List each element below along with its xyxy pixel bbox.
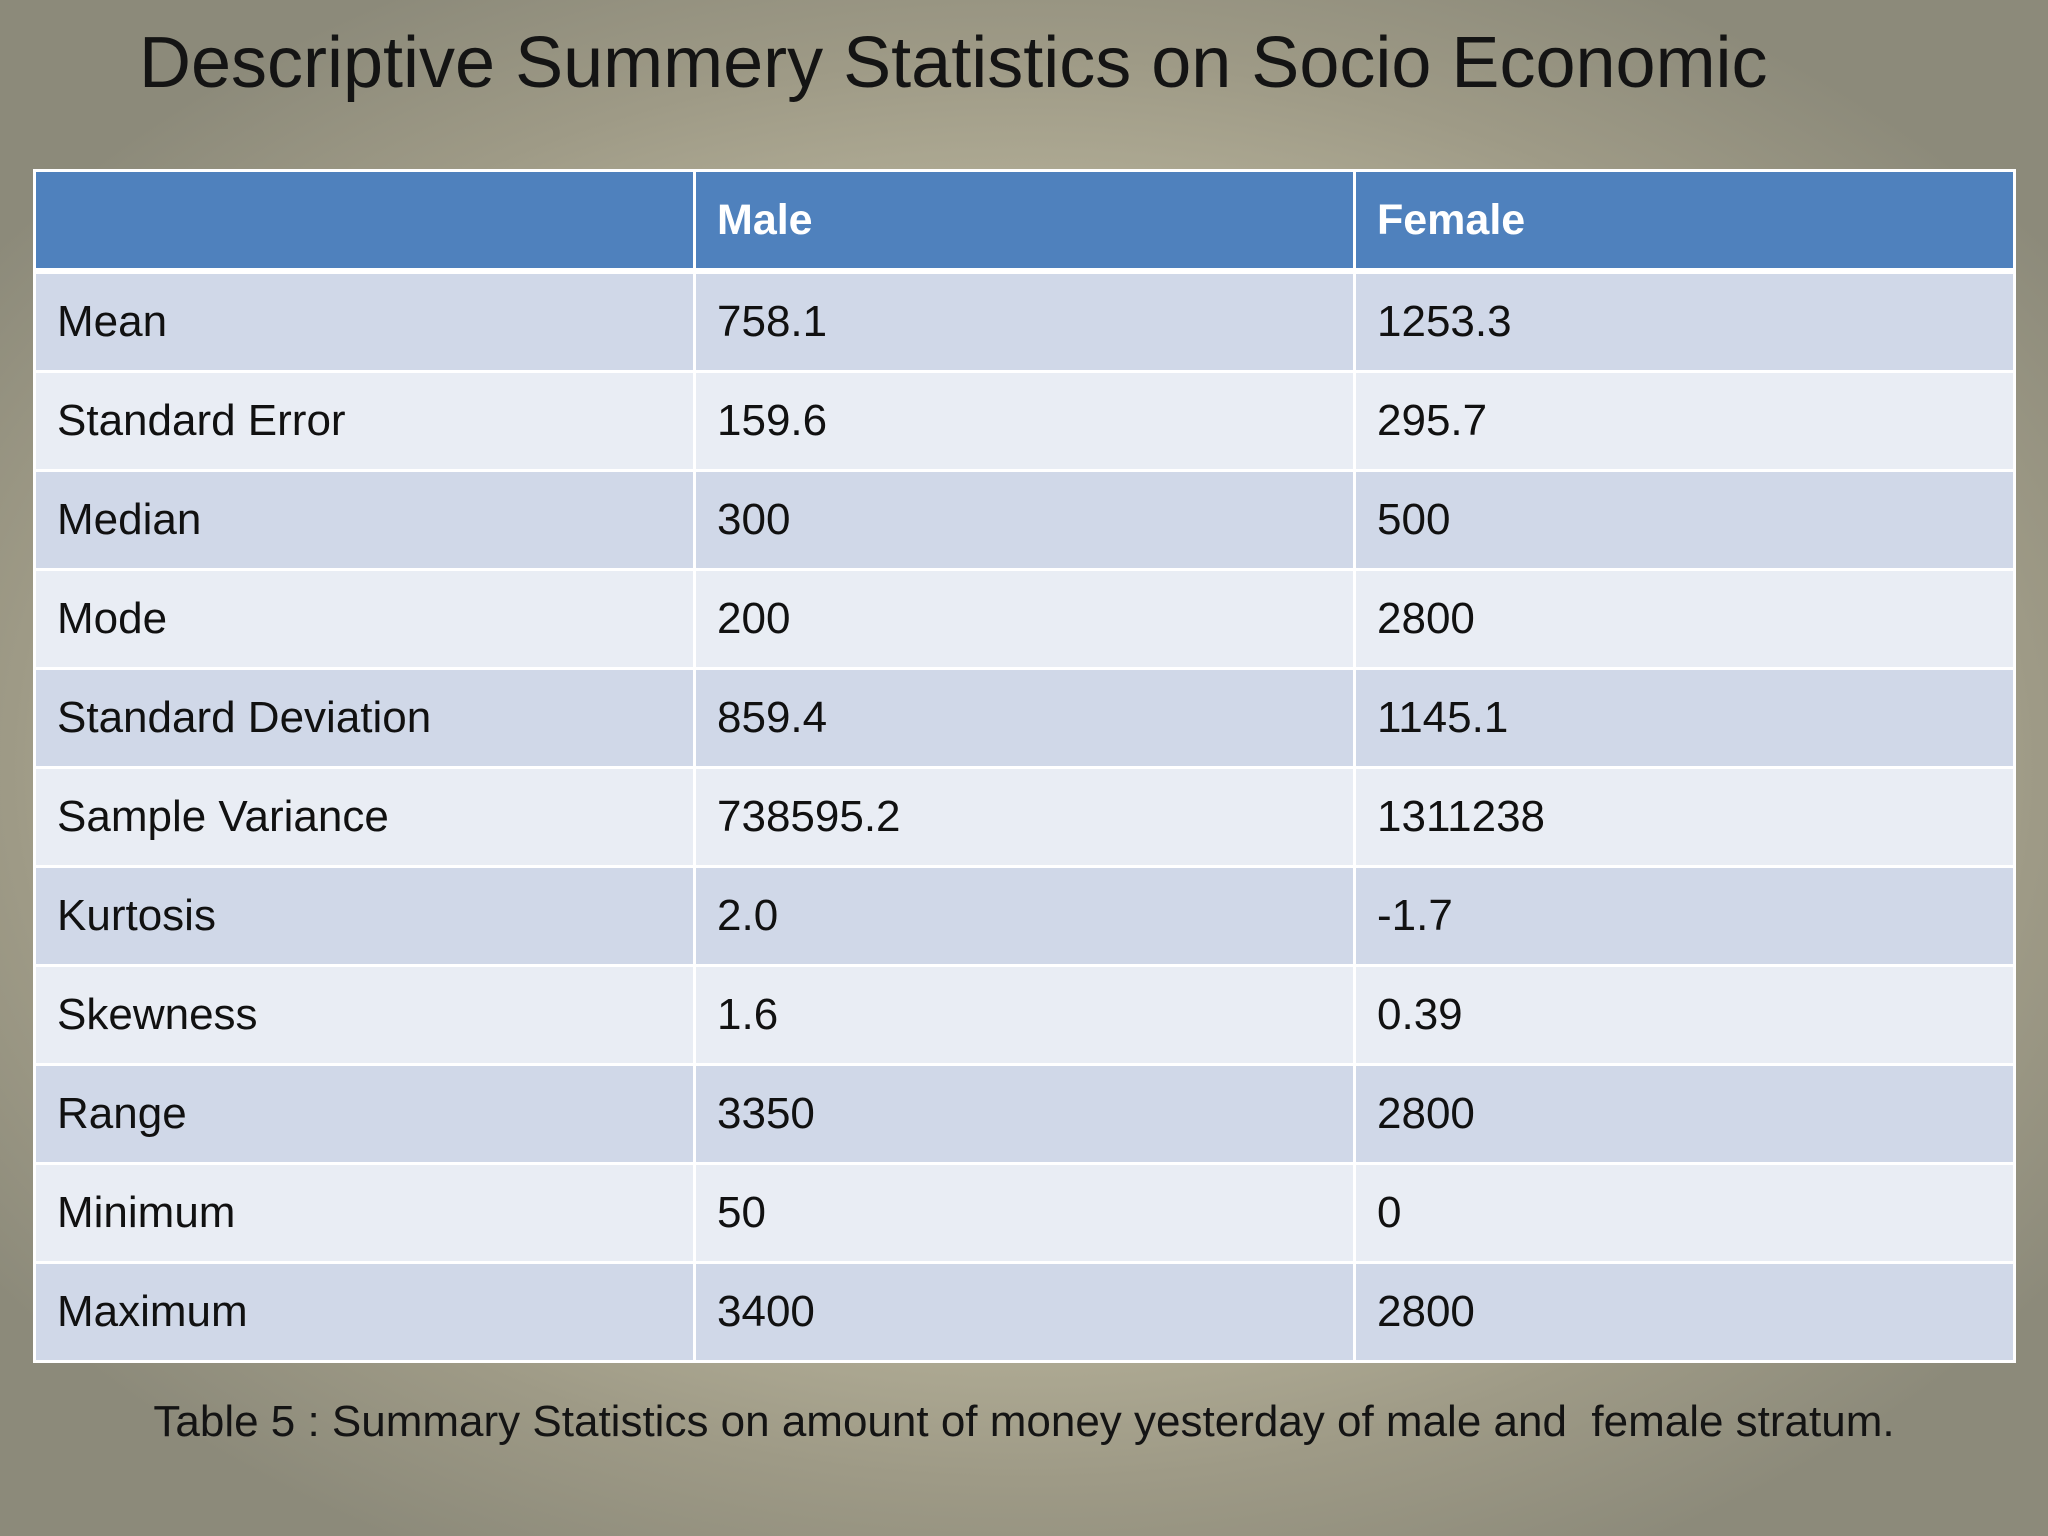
male-value-cell: 3400 (693, 1261, 1356, 1363)
female-value-cell: 1145.1 (1353, 667, 2016, 769)
female-value-cell: 2800 (1353, 1063, 2016, 1165)
male-value-cell: 200 (693, 568, 1356, 670)
male-value-cell: 738595.2 (693, 766, 1356, 868)
row-label-cell: Maximum (33, 1261, 696, 1363)
female-value-cell: 0 (1353, 1162, 2016, 1264)
female-value-cell: 1311238 (1353, 766, 2016, 868)
table-row: Range 3350 2800 (33, 1063, 2016, 1165)
slide-title: Descriptive Summery Statistics on Socio … (139, 23, 1768, 103)
table-row: Skewness 1.6 0.39 (33, 964, 2016, 1066)
row-label-cell: Mean (33, 269, 696, 373)
male-value-cell: 1.6 (693, 964, 1356, 1066)
table-row: Standard Deviation 859.4 1145.1 (33, 667, 2016, 769)
header-cell-statistic (33, 169, 696, 274)
summary-statistics-table: Male Female Mean 758.1 1253.3 Standard E… (33, 169, 2016, 1363)
table-row: Minimum 50 0 (33, 1162, 2016, 1264)
table-header-row: Male Female (33, 169, 2016, 274)
female-value-cell: 0.39 (1353, 964, 2016, 1066)
male-value-cell: 758.1 (693, 269, 1356, 373)
female-value-cell: 295.7 (1353, 370, 2016, 472)
male-value-cell: 2.0 (693, 865, 1356, 967)
row-label-cell: Standard Deviation (33, 667, 696, 769)
table-row: Mode 200 2800 (33, 568, 2016, 670)
female-value-cell: 2800 (1353, 1261, 2016, 1363)
header-cell-male: Male (693, 169, 1356, 274)
row-label-cell: Skewness (33, 964, 696, 1066)
table-row: Median 300 500 (33, 469, 2016, 571)
male-value-cell: 300 (693, 469, 1356, 571)
header-cell-female: Female (1353, 169, 2016, 274)
male-value-cell: 50 (693, 1162, 1356, 1264)
male-value-cell: 859.4 (693, 667, 1356, 769)
female-value-cell: -1.7 (1353, 865, 2016, 967)
table-row: Sample Variance 738595.2 1311238 (33, 766, 2016, 868)
male-value-cell: 3350 (693, 1063, 1356, 1165)
table-row: Standard Error 159.6 295.7 (33, 370, 2016, 472)
row-label-cell: Standard Error (33, 370, 696, 472)
male-value-cell: 159.6 (693, 370, 1356, 472)
table-caption: Table 5 : Summary Statistics on amount o… (153, 1397, 1895, 1446)
row-label-cell: Minimum (33, 1162, 696, 1264)
table-row: Maximum 3400 2800 (33, 1261, 2016, 1363)
table-row: Kurtosis 2.0 -1.7 (33, 865, 2016, 967)
table-row: Mean 758.1 1253.3 (33, 269, 2016, 373)
female-value-cell: 2800 (1353, 568, 2016, 670)
row-label-cell: Sample Variance (33, 766, 696, 868)
row-label-cell: Range (33, 1063, 696, 1165)
row-label-cell: Kurtosis (33, 865, 696, 967)
row-label-cell: Median (33, 469, 696, 571)
row-label-cell: Mode (33, 568, 696, 670)
female-value-cell: 500 (1353, 469, 2016, 571)
female-value-cell: 1253.3 (1353, 269, 2016, 373)
